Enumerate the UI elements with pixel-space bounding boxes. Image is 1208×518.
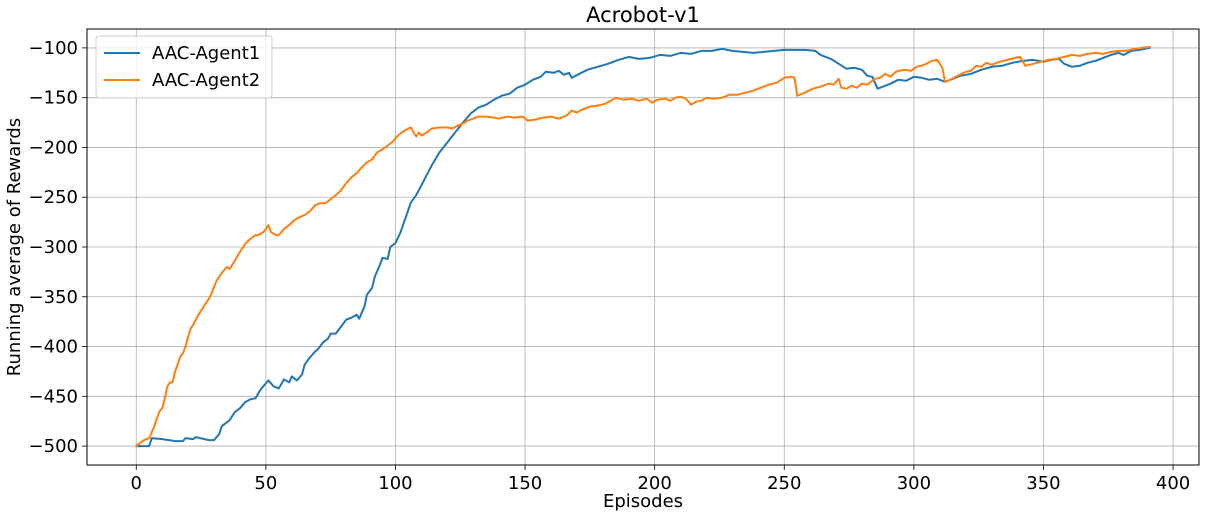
- y-tick-label: −200: [29, 137, 78, 158]
- legend-label-1: AAC-Agent1: [152, 43, 260, 64]
- y-tick-label: −150: [29, 88, 78, 109]
- x-axis-label: Episodes: [603, 491, 683, 512]
- y-axis-label: Running average of Rewards: [4, 118, 25, 376]
- x-tick-label: 150: [508, 473, 542, 494]
- y-tick-label: −250: [29, 187, 78, 208]
- y-tick-label: −450: [29, 386, 78, 407]
- series-layer: [135, 45, 1151, 448]
- y-tick-label: −500: [29, 436, 78, 457]
- series-line-2: [135, 45, 1151, 448]
- ticks: 0 50 100 150 200 250 300 350 400 −500 −450 −400 −350…: [29, 38, 1191, 494]
- x-tick-label: 350: [1026, 473, 1060, 494]
- chart-title: Acrobot-v1: [586, 3, 700, 27]
- x-tick-label: 100: [378, 473, 412, 494]
- x-tick-label: 250: [767, 473, 801, 494]
- legend: AAC-Agent1 AAC-Agent2: [95, 35, 273, 99]
- x-tick-label: 0: [131, 473, 142, 494]
- grid: [87, 29, 1199, 465]
- legend-box: [95, 35, 273, 99]
- x-tick-label: 50: [254, 473, 277, 494]
- x-tick-label: 400: [1156, 473, 1190, 494]
- y-tick-label: −100: [29, 38, 78, 59]
- y-tick-label: −300: [29, 237, 78, 258]
- legend-label-2: AAC-Agent2: [152, 70, 260, 91]
- y-tick-label: −400: [29, 337, 78, 358]
- x-tick-label: 200: [637, 473, 671, 494]
- y-tick-label: −350: [29, 287, 78, 308]
- x-tick-label: 300: [897, 473, 931, 494]
